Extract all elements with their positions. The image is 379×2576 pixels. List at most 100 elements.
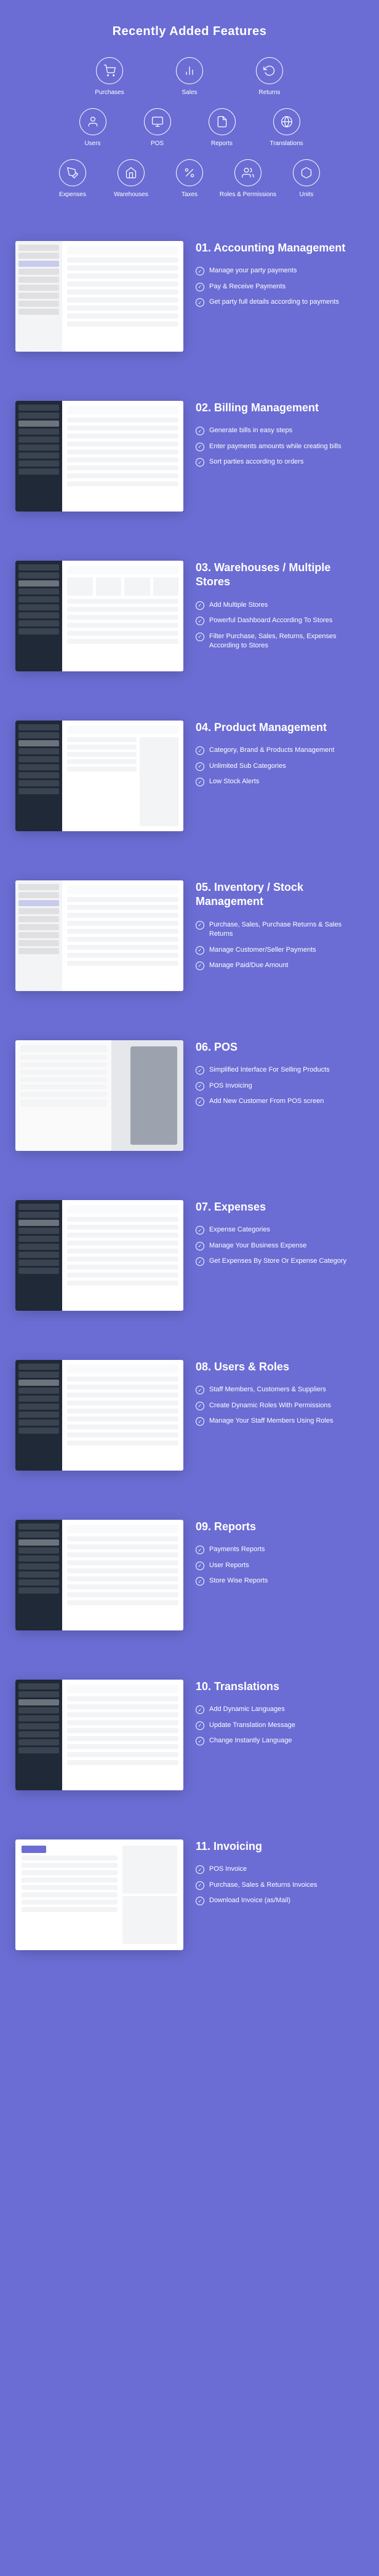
feature-points-list: Payments Reports User Reports Store Wise… xyxy=(196,1545,364,1586)
purchases-icon xyxy=(96,57,123,84)
check-icon xyxy=(196,1721,204,1730)
feature-point-text: Create Dynamic Roles With Permissions xyxy=(209,1401,331,1410)
feature-block-8: 08. Users & Roles Staff Members, Custome… xyxy=(0,1335,379,1495)
feature-point: Filter Purchase, Sales, Returns, Expense… xyxy=(196,632,364,651)
check-icon xyxy=(196,1066,204,1075)
feature-point-text: Enter payments amounts while creating bi… xyxy=(209,442,341,451)
feature-point-text: Get Expenses By Store Or Expense Categor… xyxy=(209,1257,346,1266)
feature-title: 04. Product Management xyxy=(196,721,364,735)
feature-point: Download Invoice (as/Mail) xyxy=(196,1896,364,1905)
feature-title: 11. Invoicing xyxy=(196,1839,364,1854)
feature-point-text: Filter Purchase, Sales, Returns, Expense… xyxy=(209,632,364,651)
feature-block-11: 11. Invoicing POS Invoice Purchase, Sale… xyxy=(0,1815,379,1975)
feature-point-text: Purchase, Sales & Returns Invoices xyxy=(209,1881,317,1890)
feature-title: 07. Expenses xyxy=(196,1200,364,1214)
feature-screenshot xyxy=(15,721,183,831)
check-icon xyxy=(196,1577,204,1586)
page-title: Recently Added Features xyxy=(12,25,367,39)
icon-label: Sales xyxy=(182,89,197,96)
feature-block-1: 01. Accounting Management Manage your pa… xyxy=(0,216,379,376)
feature-title: 02. Billing Management xyxy=(196,401,364,415)
feature-point-text: Sort parties according to orders xyxy=(209,457,303,467)
check-icon xyxy=(196,601,204,610)
check-icon xyxy=(196,762,204,771)
feature-block-9: 09. Reports Payments Reports User Report… xyxy=(0,1495,379,1655)
check-icon xyxy=(196,283,204,291)
feature-text: 06. POS Simplified Interface For Selling… xyxy=(196,1040,364,1107)
feature-point-text: POS Invoicing xyxy=(209,1081,252,1091)
icon-row-3: Expenses Warehouses Taxes Roles & Permis… xyxy=(48,159,331,198)
icon-label: Warehouses xyxy=(114,191,148,198)
returns-icon xyxy=(256,57,283,84)
feature-point: Low Stock Alerts xyxy=(196,777,364,786)
feature-point: Manage your party payments xyxy=(196,266,364,275)
feature-point-text: Expense Categories xyxy=(209,1225,270,1235)
icon-label: Reports xyxy=(211,140,233,147)
taxes-icon xyxy=(176,159,203,186)
feature-title: 10. Translations xyxy=(196,1680,364,1694)
feature-block-5: 05. Inventory / Stock Management Purchas… xyxy=(0,856,379,1016)
feature-point: Sort parties according to orders xyxy=(196,457,364,467)
feature-title: 05. Inventory / Stock Management xyxy=(196,880,364,909)
expenses-icon xyxy=(59,159,86,186)
icon-row-2: Users POS Reports Translations xyxy=(68,108,311,147)
feature-point-text: Manage Paid/Due Amount xyxy=(209,961,288,970)
feature-screenshot xyxy=(15,1360,183,1471)
feature-point-text: Unlimited Sub Categories xyxy=(209,762,286,771)
check-icon xyxy=(196,633,204,641)
feature-points-list: Staff Members, Customers & Suppliers Cre… xyxy=(196,1385,364,1426)
feature-point-text: Manage Your Staff Members Using Roles xyxy=(209,1416,333,1426)
feature-block-4: 04. Product Management Category, Brand &… xyxy=(0,696,379,856)
feature-point-text: Manage Customer/Seller Payments xyxy=(209,946,316,955)
pos-icon xyxy=(144,108,171,135)
icon-grid: Purchases Sales Returns Users xyxy=(12,57,367,198)
feature-point: Unlimited Sub Categories xyxy=(196,762,364,771)
feature-point-text: Low Stock Alerts xyxy=(209,777,259,786)
check-icon xyxy=(196,1546,204,1554)
check-icon xyxy=(196,1226,204,1235)
feature-text: 04. Product Management Category, Brand &… xyxy=(196,721,364,787)
feature-block-3: 03. Warehouses / Multiple Stores Add Mul… xyxy=(0,536,379,696)
feature-title: 01. Accounting Management xyxy=(196,241,364,255)
check-icon xyxy=(196,746,204,755)
feature-block-6: 06. POS Simplified Interface For Selling… xyxy=(0,1016,379,1175)
feature-point: Purchase, Sales & Returns Invoices xyxy=(196,1881,364,1890)
icon-label: Translations xyxy=(269,140,303,147)
check-icon xyxy=(196,267,204,275)
check-icon xyxy=(196,1881,204,1890)
check-icon xyxy=(196,1417,204,1426)
feature-block-10: 10. Translations Add Dynamic Languages U… xyxy=(0,1655,379,1815)
icon-label: Units xyxy=(300,191,314,198)
feature-point-text: Payments Reports xyxy=(209,1545,265,1554)
feature-point: Purchase, Sales, Purchase Returns & Sale… xyxy=(196,920,364,939)
check-icon xyxy=(196,1865,204,1874)
feature-point: Staff Members, Customers & Suppliers xyxy=(196,1385,364,1394)
feature-point-text: Store Wise Reports xyxy=(209,1576,268,1586)
icon-item-translations: Translations xyxy=(262,108,311,147)
feature-point-text: Manage Your Business Expense xyxy=(209,1241,306,1250)
feature-point: Add Dynamic Languages xyxy=(196,1705,364,1714)
check-icon xyxy=(196,1082,204,1091)
feature-points-list: Generate bills in easy steps Enter payme… xyxy=(196,426,364,467)
feature-point-text: Pay & Receive Payments xyxy=(209,282,285,291)
feature-point-text: Category, Brand & Products Management xyxy=(209,746,334,755)
feature-title: 08. Users & Roles xyxy=(196,1360,364,1374)
feature-point-text: Simplified Interface For Selling Product… xyxy=(209,1065,330,1075)
icon-item-users: Users xyxy=(68,108,118,147)
feature-point: Powerful Dashboard According To Stores xyxy=(196,616,364,625)
feature-points-list: Add Multiple Stores Powerful Dashboard A… xyxy=(196,601,364,651)
icon-label: Roles & Permissions xyxy=(220,191,276,198)
roles-icon xyxy=(234,159,261,186)
users-icon xyxy=(79,108,106,135)
feature-point-text: Add Dynamic Languages xyxy=(209,1705,285,1714)
feature-point: POS Invoice xyxy=(196,1865,364,1874)
feature-point-text: Add Multiple Stores xyxy=(209,601,268,610)
feature-point-text: Purchase, Sales, Purchase Returns & Sale… xyxy=(209,920,364,939)
feature-point: Manage Paid/Due Amount xyxy=(196,961,364,970)
icon-item-units: Units xyxy=(282,159,331,198)
icon-label: Users xyxy=(84,140,100,147)
feature-point: Payments Reports xyxy=(196,1545,364,1554)
icon-item-warehouses: Warehouses xyxy=(106,159,156,198)
feature-title: 09. Reports xyxy=(196,1520,364,1534)
feature-point-text: Get party full details according to paym… xyxy=(209,298,339,307)
